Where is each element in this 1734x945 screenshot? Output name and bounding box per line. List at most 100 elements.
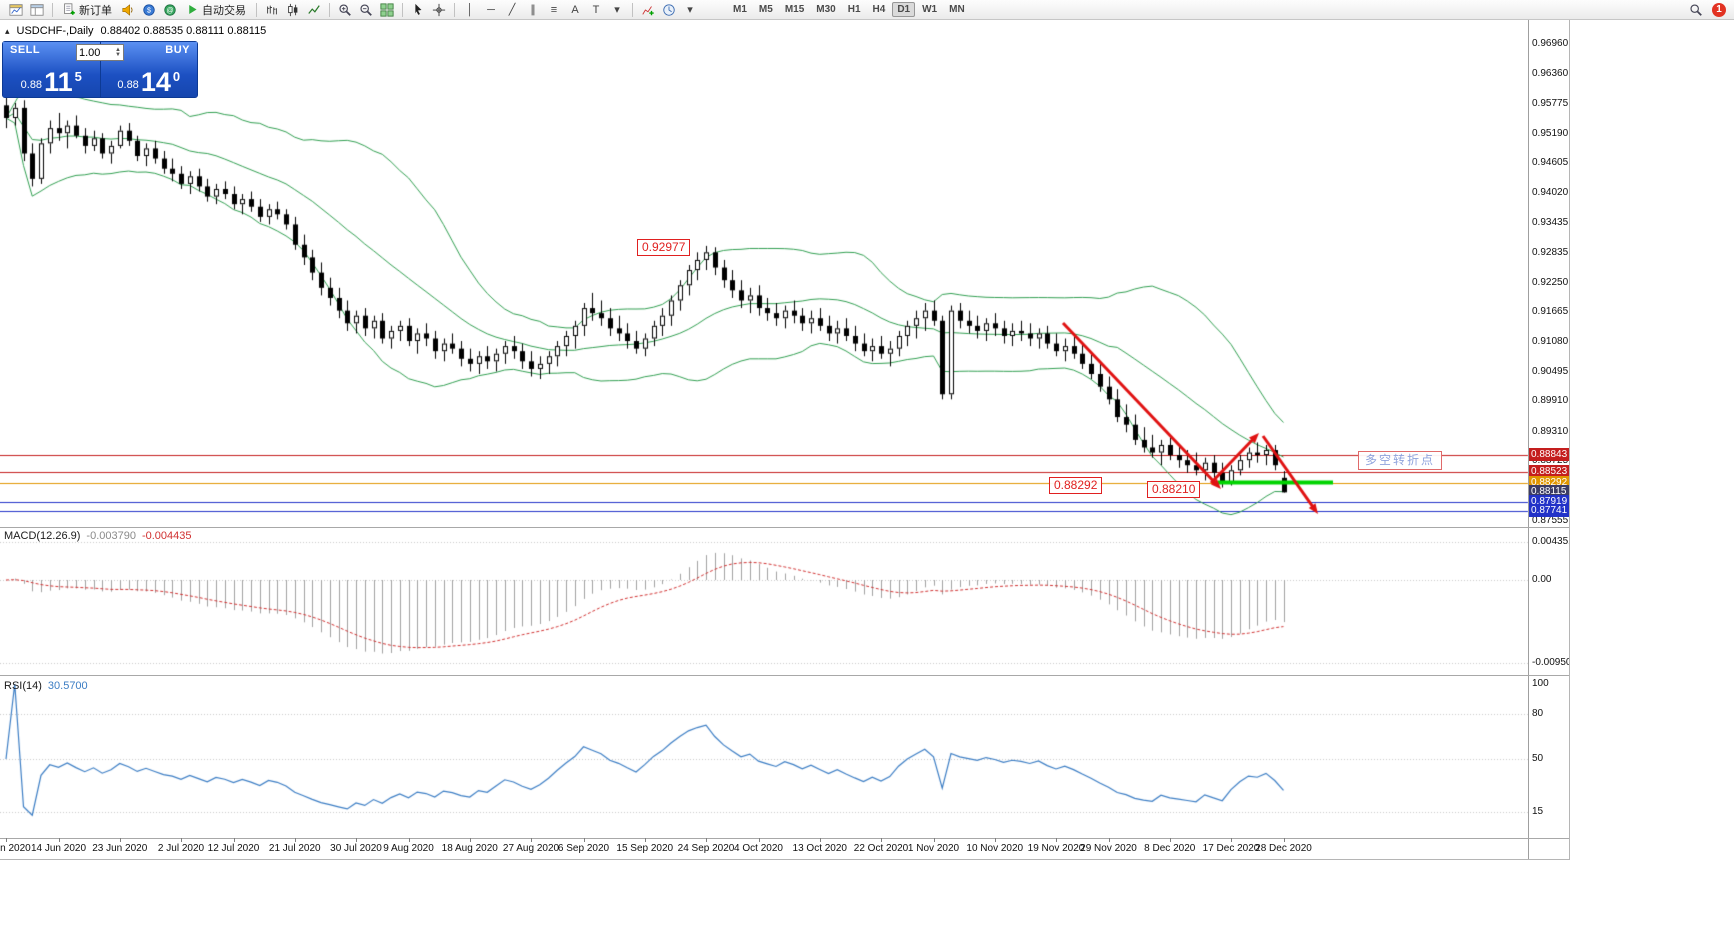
date-tick xyxy=(994,838,996,842)
buy-price: 0.88 14 0 xyxy=(101,67,198,97)
date-label: 2 Jul 2020 xyxy=(157,843,205,854)
sell-price-prefix: 0.88 xyxy=(20,79,43,91)
turning-point-text: 多空转折点 xyxy=(1365,453,1436,467)
chart-canvas[interactable] xyxy=(0,20,1569,859)
timeframe-M1[interactable]: M1 xyxy=(733,4,747,15)
price-scale-label: 0.93435 xyxy=(1532,216,1569,228)
zoom-in-icon[interactable] xyxy=(335,1,355,18)
search-icon[interactable] xyxy=(1686,1,1706,18)
trendline-icon[interactable]: ╱ xyxy=(508,4,516,16)
date-tick xyxy=(1283,838,1285,842)
date-tick xyxy=(706,838,707,842)
timeframe-H4[interactable]: H4 xyxy=(872,4,886,15)
auto-trading-button[interactable]: 自动交易 xyxy=(181,1,251,18)
equidistant-channel-icon[interactable]: ∥ xyxy=(530,4,536,16)
timeframe-M5[interactable]: M5 xyxy=(758,4,773,15)
date-tick xyxy=(1056,838,1057,842)
tile-windows-icon[interactable] xyxy=(377,1,397,18)
community-icon[interactable]: @ xyxy=(160,1,180,18)
notification-badge[interactable]: 1 xyxy=(1712,2,1726,17)
new-order-button[interactable]: 新订单 xyxy=(58,1,117,18)
date-tick xyxy=(531,838,532,842)
macd-signal-value: -0.004435 xyxy=(141,530,192,542)
zoom-out-icon[interactable] xyxy=(356,1,376,18)
date-tick xyxy=(1108,838,1110,842)
chart-symbol-period: USDCHF-,Daily xyxy=(16,25,94,37)
timeframe-M30[interactable]: M30 xyxy=(816,4,836,15)
price-annotation-peak[interactable]: 0.92977 xyxy=(637,239,691,256)
timeframe-M15[interactable]: M15 xyxy=(784,4,805,15)
macd-panel-separator[interactable] xyxy=(0,527,1569,528)
date-tick xyxy=(119,838,121,842)
bar-chart-icon[interactable] xyxy=(262,1,282,18)
date-label: 29 Nov 2020 xyxy=(1080,843,1137,854)
timeframe-D1[interactable]: D1 xyxy=(892,2,916,17)
market-watch-icon[interactable]: $ xyxy=(139,1,159,18)
candlestick-chart-icon[interactable] xyxy=(283,1,303,18)
date-tick xyxy=(644,838,646,842)
toolbar-left-group: 新订单 $ @ 自动交易 │ ─ ╱ ∥ ≡ A T ▾ ▾ xyxy=(6,1,700,18)
crosshair-icon[interactable] xyxy=(429,1,449,18)
toolbar-separator xyxy=(454,2,455,17)
timeframe-MN[interactable]: MN xyxy=(949,4,965,15)
turning-point-label[interactable]: 多空转折点 xyxy=(1358,451,1443,470)
timeframe-H1[interactable]: H1 xyxy=(847,4,861,15)
date-label: 14 Jun 2020 xyxy=(30,843,87,854)
shapes-dropdown-icon[interactable]: ▾ xyxy=(614,4,620,16)
price-scale-label: 0.91665 xyxy=(1532,306,1569,318)
price-scale-label: 0.91080 xyxy=(1532,336,1569,348)
line-chart-icon[interactable] xyxy=(304,1,324,18)
indicators-icon[interactable] xyxy=(638,1,658,18)
new-chart-icon[interactable] xyxy=(6,1,26,18)
text-label-icon[interactable]: A xyxy=(571,3,579,16)
price-annotation-support-1[interactable]: 0.88292 xyxy=(1049,477,1103,494)
price-annotation-support-2[interactable]: 0.88210 xyxy=(1147,481,1201,498)
peak-price-text: 0.92977 xyxy=(642,240,686,254)
date-tick xyxy=(933,838,935,842)
rsi-value: 30.5700 xyxy=(47,680,88,692)
one-click-collapse-icon[interactable]: ▴ xyxy=(5,25,10,36)
volume-input[interactable]: 1.00 ▲ ▼ xyxy=(76,44,124,61)
profiles-icon[interactable] xyxy=(27,1,47,18)
svg-text:$: $ xyxy=(147,7,151,14)
date-label: 9 Aug 2020 xyxy=(383,843,434,854)
price-scale-label: 0.92250 xyxy=(1532,276,1569,288)
date-label: 1 Nov 2020 xyxy=(907,843,960,854)
date-tick xyxy=(583,838,585,842)
date-label: 8 Dec 2020 xyxy=(1144,843,1196,854)
buy-price-pips: 14 xyxy=(140,67,171,97)
price-scale-label: 0.95190 xyxy=(1532,127,1569,139)
macd-name: MACD(12.26.9) xyxy=(4,530,81,542)
volume-spinner[interactable]: ▲ ▼ xyxy=(115,46,121,58)
one-click-trade-panel: SELL 0.88 11 5 BUY 0.88 14 0 1.00 ▲ ▼ xyxy=(2,41,198,98)
arrows-tool-icon[interactable]: T xyxy=(592,3,600,16)
clock-icon[interactable] xyxy=(659,1,679,18)
horizontal-line-icon[interactable]: ─ xyxy=(487,3,495,16)
fibonacci-icon[interactable]: ≡ xyxy=(550,3,558,16)
objects-dropdown-icon[interactable]: ▾ xyxy=(687,4,693,16)
alerts-icon[interactable] xyxy=(118,1,138,18)
date-label: 12 Jul 2020 xyxy=(207,843,260,854)
rsi-panel-separator[interactable] xyxy=(0,675,1569,676)
macd-scale-label: 0.00 xyxy=(1532,574,1552,585)
price-scale-label: 0.95775 xyxy=(1532,98,1569,110)
price-scale-label: 0.92835 xyxy=(1532,247,1569,259)
date-tick xyxy=(1169,838,1171,842)
price-tag: 0.88115 xyxy=(1529,485,1569,499)
cursor-icon[interactable] xyxy=(408,1,428,18)
date-tick xyxy=(1231,838,1232,842)
price-tag: 0.88523 xyxy=(1529,464,1569,478)
vertical-line-icon[interactable]: │ xyxy=(466,3,474,16)
price-scale-label: 0.96360 xyxy=(1532,68,1569,80)
macd-scale-label: 0.004351 xyxy=(1532,535,1570,547)
toolbar-separator xyxy=(632,2,633,17)
date-label: 30 Jul 2020 xyxy=(330,843,382,854)
macd-scale-label: -0.009504 xyxy=(1532,657,1569,669)
price-scale-label: 0.90495 xyxy=(1532,365,1569,377)
rsi-indicator-label: RSI(14) 30.5700 xyxy=(4,680,88,692)
rsi-scale-label: 50 xyxy=(1532,753,1544,764)
price-tag: 0.87741 xyxy=(1529,504,1569,518)
toolbar-separator xyxy=(52,2,53,17)
timeframe-W1[interactable]: W1 xyxy=(922,4,938,15)
buy-price-prefix: 0.88 xyxy=(117,79,139,91)
